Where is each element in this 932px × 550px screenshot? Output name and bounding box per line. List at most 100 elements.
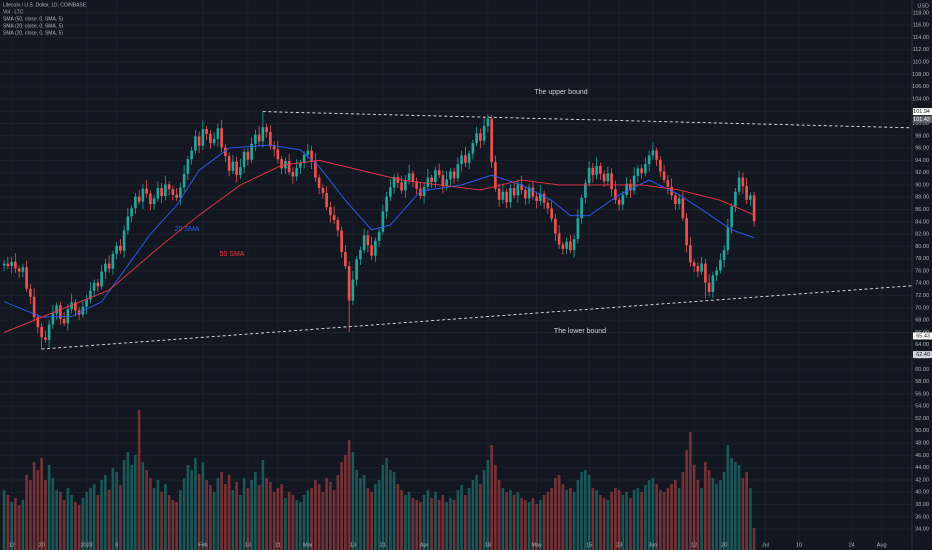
volume-bar <box>284 498 287 550</box>
candle-body <box>715 270 718 276</box>
volume-bar <box>434 492 437 550</box>
candle-body <box>306 150 310 155</box>
volume-bar <box>651 478 655 550</box>
y-tick-label: 88.00 <box>915 195 929 201</box>
price-label: 62.40 <box>916 352 930 358</box>
candle-body <box>317 177 321 189</box>
volume-bar <box>576 480 580 550</box>
x-tick-label: 18 <box>485 542 491 548</box>
volume-bar <box>692 465 696 550</box>
candle-body <box>606 173 610 182</box>
volume-bar <box>100 480 103 550</box>
y-tick-label: 42.00 <box>915 477 929 483</box>
candle-body <box>291 172 295 177</box>
y-tick-label: 100.00 <box>912 121 929 127</box>
candle-body <box>722 250 726 260</box>
y-tick-label: 60.00 <box>915 367 929 373</box>
candle-body <box>44 337 47 340</box>
volume-bar <box>32 462 36 550</box>
volume-bar <box>617 490 621 550</box>
volume-bar <box>81 498 85 550</box>
volume-bar <box>666 488 670 550</box>
candle-body <box>745 186 748 200</box>
candle-body <box>160 188 163 197</box>
volume-bar <box>467 488 471 550</box>
candle-body <box>145 188 148 194</box>
volume-bar <box>366 488 370 550</box>
volume-bar <box>505 492 508 550</box>
volume-bar <box>137 410 141 550</box>
volume-bar <box>752 528 756 550</box>
volume-bar <box>171 500 175 550</box>
volume-bar <box>580 472 583 550</box>
candle-body <box>122 230 126 251</box>
volume-bar <box>227 475 231 550</box>
volume-bar <box>554 478 557 550</box>
y-tick-label: 50.00 <box>915 428 929 434</box>
volume-bar <box>77 505 81 550</box>
volume-bar <box>276 488 280 550</box>
volume-bar <box>359 478 362 550</box>
candle-body <box>400 182 403 191</box>
volume-bar <box>130 465 133 550</box>
volume-bar <box>107 490 111 550</box>
candle-body <box>92 282 96 291</box>
y-tick-label: 36.00 <box>915 514 929 520</box>
volume-bar <box>475 475 478 550</box>
candle-body <box>644 164 647 174</box>
volume-bar <box>524 500 527 550</box>
volume-bar <box>47 465 51 550</box>
legend-entry: SMA (50, close, 0, SMA, 5) <box>3 16 63 22</box>
candle-body <box>456 164 460 179</box>
volume-bar <box>486 460 490 550</box>
volume-bar <box>591 488 595 550</box>
currency-label: USD <box>917 3 929 9</box>
candle-body <box>520 184 523 190</box>
volume-bar <box>719 480 722 550</box>
volume-bar <box>374 484 377 550</box>
candle-body <box>505 191 508 203</box>
volume-bar <box>134 455 137 550</box>
volume-bar <box>587 475 591 550</box>
volume-bar <box>10 502 13 550</box>
candle-body <box>351 279 355 301</box>
x-tick-label: 15 <box>586 542 592 548</box>
candle-body <box>441 175 445 187</box>
candle-body <box>242 151 246 168</box>
chart-title: Litecoin / U.S. Dollar, 1D, COINBASE <box>3 2 87 8</box>
y-tick-label: 80.00 <box>915 244 929 250</box>
volume-bar <box>535 504 538 550</box>
candle-body <box>104 263 107 272</box>
x-tick-label: 10 <box>796 542 802 548</box>
volume-bar <box>464 495 467 550</box>
price-label-bg <box>913 351 932 359</box>
candle-body <box>235 161 238 176</box>
volume-bar <box>377 480 381 550</box>
x-tick-label: Mar <box>303 542 313 548</box>
candle-body <box>257 134 261 142</box>
candle-body <box>625 183 628 195</box>
volume-bar <box>494 465 497 550</box>
volume-bar <box>291 495 295 550</box>
volume-bar <box>70 495 73 550</box>
annotation: The upper bound <box>534 89 587 96</box>
candle-body <box>216 128 220 139</box>
volume-bar <box>400 490 403 550</box>
candle-body <box>366 235 370 246</box>
candle-body <box>171 189 175 195</box>
volume-bar <box>21 500 25 550</box>
volume-bar <box>231 490 235 550</box>
candle-body <box>100 271 103 287</box>
volume-bar <box>89 488 92 550</box>
candle-body <box>707 282 711 292</box>
volume-bar <box>310 488 313 550</box>
candle-body <box>415 181 418 189</box>
volume-bar <box>662 492 666 550</box>
candle-body <box>182 173 186 188</box>
candle-body <box>130 208 133 217</box>
volume-bar <box>509 490 512 550</box>
candle-body <box>460 155 463 165</box>
volume-bar <box>239 495 242 550</box>
trend-line <box>262 111 912 129</box>
volume-bar <box>160 492 163 550</box>
